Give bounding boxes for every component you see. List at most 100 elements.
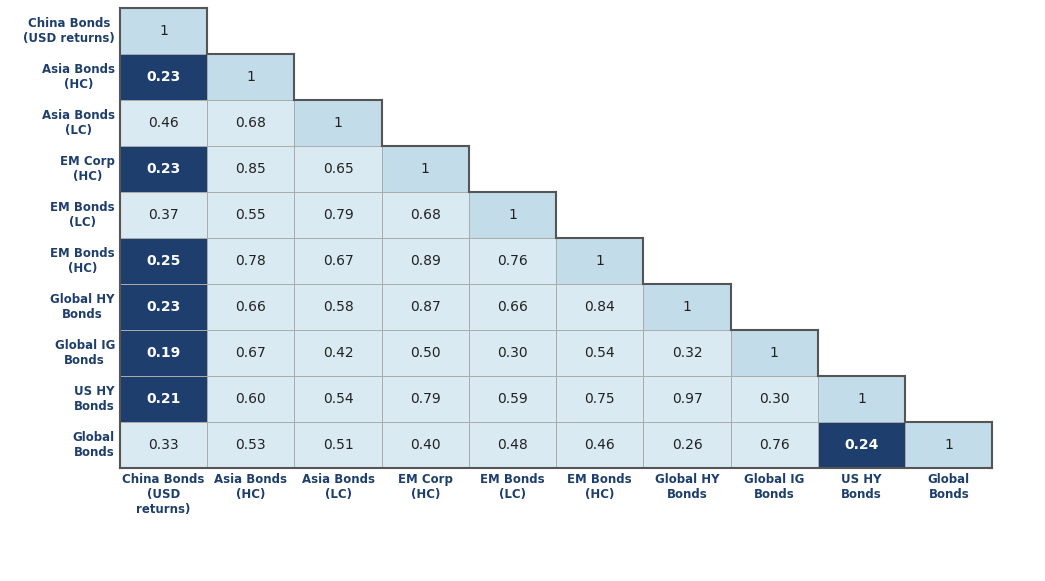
Bar <box>381 146 469 192</box>
Bar <box>644 284 730 330</box>
Text: Asia Bonds
(LC): Asia Bonds (LC) <box>42 109 115 137</box>
Bar <box>469 376 556 422</box>
Text: 0.46: 0.46 <box>584 438 616 452</box>
Text: 0.87: 0.87 <box>410 300 441 314</box>
Text: 0.67: 0.67 <box>235 346 266 360</box>
Text: 0.67: 0.67 <box>323 254 353 268</box>
Text: 1: 1 <box>596 254 604 268</box>
Bar <box>469 192 556 238</box>
Text: 0.58: 0.58 <box>323 300 353 314</box>
Text: Global HY
Bonds: Global HY Bonds <box>50 293 115 321</box>
Bar <box>469 284 556 330</box>
Bar <box>381 238 469 284</box>
Text: 1: 1 <box>247 70 255 84</box>
Text: EM Corp
(HC): EM Corp (HC) <box>398 473 452 501</box>
Text: EM Bonds
(HC): EM Bonds (HC) <box>567 473 632 501</box>
Text: Global IG
Bonds: Global IG Bonds <box>54 339 115 367</box>
Text: 0.76: 0.76 <box>497 254 528 268</box>
Text: Global HY
Bonds: Global HY Bonds <box>655 473 719 501</box>
Text: 0.23: 0.23 <box>146 162 181 176</box>
Text: 0.68: 0.68 <box>235 116 266 130</box>
Bar <box>381 192 469 238</box>
Text: Asia Bonds
(HC): Asia Bonds (HC) <box>214 473 287 501</box>
Text: 0.30: 0.30 <box>497 346 528 360</box>
Text: Asia Bonds
(HC): Asia Bonds (HC) <box>42 63 115 91</box>
Text: 0.85: 0.85 <box>235 162 266 176</box>
Bar <box>381 330 469 376</box>
Bar <box>120 146 207 192</box>
Bar <box>295 100 381 146</box>
Text: 0.55: 0.55 <box>235 208 266 222</box>
Text: Global
Bonds: Global Bonds <box>928 473 970 501</box>
Bar <box>207 54 295 100</box>
Bar <box>120 192 207 238</box>
Text: 0.54: 0.54 <box>584 346 616 360</box>
Bar <box>120 238 207 284</box>
Text: 1: 1 <box>857 392 866 406</box>
Bar <box>120 284 207 330</box>
Text: EM Bonds
(LC): EM Bonds (LC) <box>50 201 115 229</box>
Bar <box>295 376 381 422</box>
Bar <box>120 8 207 54</box>
Text: 0.48: 0.48 <box>497 438 528 452</box>
Bar <box>469 238 556 284</box>
Bar <box>207 100 295 146</box>
Text: 0.66: 0.66 <box>497 300 528 314</box>
Bar <box>295 422 381 468</box>
Bar <box>207 330 295 376</box>
Bar <box>556 238 644 284</box>
Bar <box>556 376 644 422</box>
Text: 0.97: 0.97 <box>672 392 702 406</box>
Text: 0.42: 0.42 <box>323 346 353 360</box>
Text: 1: 1 <box>159 24 168 38</box>
Text: 0.19: 0.19 <box>146 346 181 360</box>
Text: 0.24: 0.24 <box>844 438 879 452</box>
Text: 0.79: 0.79 <box>410 392 441 406</box>
Text: Global IG
Bonds: Global IG Bonds <box>744 473 805 501</box>
Text: 1: 1 <box>682 300 692 314</box>
Bar <box>207 376 295 422</box>
Bar <box>556 422 644 468</box>
Bar <box>295 192 381 238</box>
Bar <box>556 330 644 376</box>
Bar <box>295 238 381 284</box>
Text: 1: 1 <box>421 162 429 176</box>
Text: China Bonds
(USD returns): China Bonds (USD returns) <box>23 17 115 45</box>
Text: China Bonds
(USD
returns): China Bonds (USD returns) <box>122 473 205 516</box>
Text: 0.25: 0.25 <box>146 254 181 268</box>
Text: 1: 1 <box>508 208 517 222</box>
Bar <box>381 422 469 468</box>
Text: 0.26: 0.26 <box>672 438 702 452</box>
Text: 0.84: 0.84 <box>584 300 616 314</box>
Bar <box>730 422 818 468</box>
Bar <box>207 284 295 330</box>
Bar <box>905 422 993 468</box>
Bar <box>295 146 381 192</box>
Bar <box>120 100 207 146</box>
Bar <box>469 330 556 376</box>
Text: 0.66: 0.66 <box>235 300 266 314</box>
Bar <box>120 422 207 468</box>
Text: 0.40: 0.40 <box>410 438 441 452</box>
Bar <box>644 330 730 376</box>
Text: 0.60: 0.60 <box>235 392 266 406</box>
Bar <box>818 422 905 468</box>
Text: 0.53: 0.53 <box>235 438 266 452</box>
Text: 0.89: 0.89 <box>410 254 441 268</box>
Text: 0.32: 0.32 <box>672 346 702 360</box>
Text: 0.50: 0.50 <box>410 346 441 360</box>
Text: 0.23: 0.23 <box>146 70 181 84</box>
Bar <box>381 376 469 422</box>
Bar <box>295 330 381 376</box>
Bar <box>818 376 905 422</box>
Bar <box>120 376 207 422</box>
Text: 0.76: 0.76 <box>759 438 790 452</box>
Bar <box>730 330 818 376</box>
Bar <box>207 146 295 192</box>
Text: 0.23: 0.23 <box>146 300 181 314</box>
Text: 1: 1 <box>333 116 343 130</box>
Text: 0.78: 0.78 <box>235 254 266 268</box>
Bar <box>295 284 381 330</box>
Bar <box>556 284 644 330</box>
Text: 1: 1 <box>770 346 779 360</box>
